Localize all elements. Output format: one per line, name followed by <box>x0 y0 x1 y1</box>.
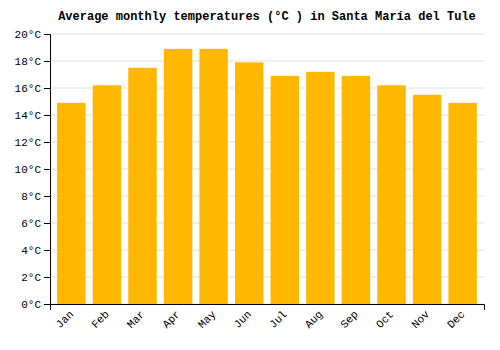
bar <box>342 76 370 304</box>
tick-label: 20°C <box>15 29 42 41</box>
grid-line <box>50 34 484 35</box>
tick-label: May <box>196 308 219 331</box>
tick: 6°C <box>21 218 50 230</box>
tick: 4°C <box>21 245 50 257</box>
tick-label: Dec <box>445 308 467 330</box>
tick: 14°C <box>15 110 50 122</box>
tick: Dec <box>445 308 467 330</box>
tick: 2°C <box>21 272 50 284</box>
tick: 10°C <box>15 164 50 176</box>
tick: Jun <box>232 308 254 330</box>
tick: Aug <box>303 308 325 330</box>
tick: 12°C <box>15 137 50 149</box>
tick-mark <box>44 277 50 278</box>
grid <box>50 34 484 304</box>
tick-label: Sep <box>338 308 360 330</box>
y-axis: 0°C 2°C 4°C 6°C 8°C 10°C 12°C 14°C 16°C 18°C 20°C <box>15 29 51 311</box>
bar <box>164 49 192 304</box>
bar <box>93 85 121 304</box>
bar <box>128 68 156 304</box>
bar <box>199 49 227 304</box>
bar <box>57 103 85 304</box>
tick: 20°C <box>15 29 50 41</box>
tick-label: 16°C <box>15 83 42 95</box>
tick-label: Aug <box>303 308 325 330</box>
bar <box>235 62 263 304</box>
tick-mark <box>44 223 50 224</box>
tick-label: Apr <box>160 308 182 330</box>
tick-mark <box>44 142 50 143</box>
tick-label: 6°C <box>21 218 41 230</box>
tick-label: 18°C <box>15 56 42 68</box>
bar <box>448 103 476 304</box>
grid-line <box>50 61 484 62</box>
tick: 8°C <box>21 191 50 203</box>
tick-mark <box>44 115 50 116</box>
tick-label: Oct <box>374 308 396 330</box>
tick: Jul <box>267 308 289 330</box>
tick-mark <box>44 88 50 89</box>
tick-label: 10°C <box>15 164 42 176</box>
tick: Apr <box>160 308 182 330</box>
x-axis: Jan Feb Mar Apr May Jun Jul Aug Sep Oct Nov Dec <box>51 305 485 331</box>
chart-svg: 0°C 2°C 4°C 6°C 8°C 10°C 12°C 14°C 16°C 18°C 20°C J… <box>0 0 500 350</box>
bar <box>377 85 405 304</box>
tick-label: 0°C <box>21 299 41 311</box>
axis-line <box>44 35 51 305</box>
bar <box>413 95 441 304</box>
tick-label: Nov <box>409 308 432 331</box>
tick-mark <box>44 196 50 197</box>
tick-mark <box>44 34 50 35</box>
tick: 0°C <box>21 299 50 311</box>
tick-label: Jul <box>267 308 289 330</box>
tick: Oct <box>374 308 396 330</box>
tick: 18°C <box>15 56 50 68</box>
bar <box>271 76 299 304</box>
tick-label: 14°C <box>15 110 42 122</box>
tick: Feb <box>89 308 111 330</box>
tick: Nov <box>409 308 432 331</box>
axis-line <box>51 305 485 311</box>
tick: Sep <box>338 308 360 330</box>
plot-area: 0°C 2°C 4°C 6°C 8°C 10°C 12°C 14°C 16°C 18°C 20°C J… <box>15 29 485 331</box>
tick-label: Jun <box>232 308 254 330</box>
tick: Jan <box>54 308 76 330</box>
bars <box>57 49 477 304</box>
tick-label: Jan <box>54 308 76 330</box>
tick: Mar <box>125 308 147 330</box>
tick: May <box>196 308 219 331</box>
tick-mark <box>44 169 50 170</box>
tick-label: 4°C <box>21 245 41 257</box>
tick-mark <box>44 304 50 305</box>
tick-label: 12°C <box>15 137 42 149</box>
tick: 16°C <box>15 83 50 95</box>
tick-mark <box>44 250 50 251</box>
tick-label: 2°C <box>21 272 41 284</box>
tick-label: Mar <box>125 308 147 330</box>
tick-label: 8°C <box>21 191 41 203</box>
bar <box>306 72 334 304</box>
tick-mark <box>44 61 50 62</box>
tick-label: Feb <box>89 308 111 330</box>
title: Average monthly temperatures (°C ) in Sa… <box>58 10 476 24</box>
